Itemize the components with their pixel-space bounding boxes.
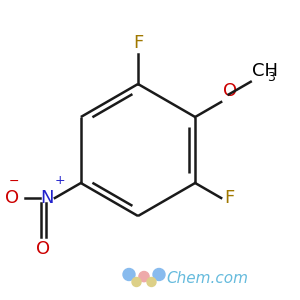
Text: O: O (5, 189, 20, 207)
Text: F: F (133, 34, 143, 52)
Circle shape (153, 268, 165, 280)
Circle shape (123, 268, 135, 280)
Text: +: + (55, 175, 65, 188)
Text: O: O (223, 82, 237, 100)
Text: 3: 3 (267, 71, 275, 84)
Text: O: O (36, 240, 50, 258)
Text: CH: CH (252, 62, 278, 80)
Circle shape (147, 278, 156, 286)
Text: N: N (40, 189, 53, 207)
Circle shape (132, 278, 141, 286)
Circle shape (139, 272, 149, 282)
Text: F: F (224, 189, 234, 207)
Text: Chem.com: Chem.com (167, 271, 248, 286)
Text: −: − (9, 175, 20, 188)
